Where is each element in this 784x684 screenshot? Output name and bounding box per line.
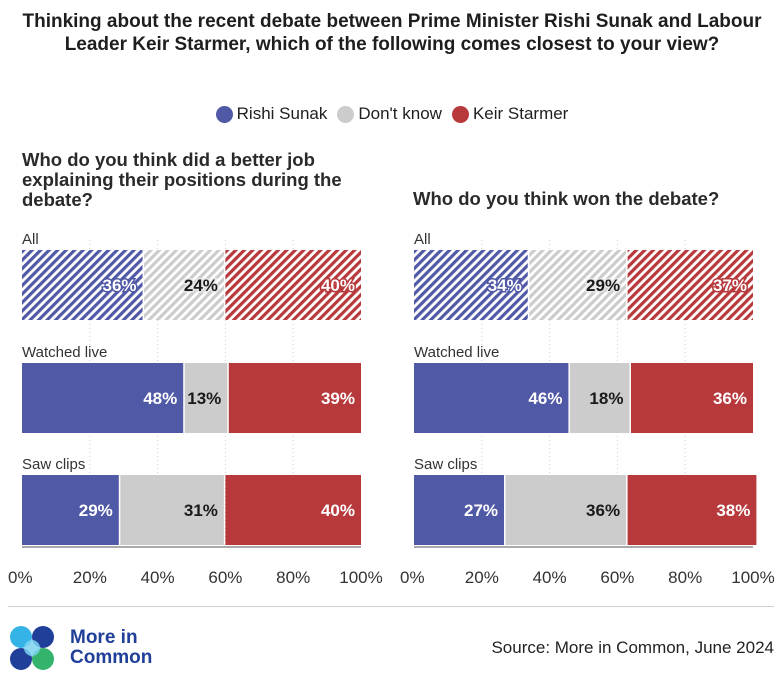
bar-segment-starmer <box>627 250 753 320</box>
bar-segment-dontknow <box>144 250 224 320</box>
x-tick-label: 100% <box>339 568 382 587</box>
logo-mark-icon <box>10 626 54 670</box>
bar-segment-sunak <box>22 475 119 545</box>
panel-left-title: Who do you think did a better job explai… <box>22 149 342 210</box>
legend: Rishi Sunak Don't know Keir Starmer <box>0 104 784 124</box>
data-label-dontknow: 31% <box>184 501 218 520</box>
data-label-sunak: 34% <box>488 276 522 295</box>
data-label-starmer: 38% <box>716 501 750 520</box>
bar-segment-dontknow <box>569 363 630 433</box>
category-label: Saw clips <box>414 456 477 473</box>
bar-segment-dontknow <box>529 250 627 320</box>
legend-item-starmer: Keir Starmer <box>451 104 569 124</box>
legend-label-sunak: Rishi Sunak <box>236 104 328 123</box>
bar-segment-dontknow <box>184 363 228 433</box>
bar-segment-dontknow <box>120 475 224 545</box>
data-label-sunak: 29% <box>79 501 113 520</box>
x-tick-label: 60% <box>600 568 634 587</box>
category-label: Watched live <box>414 344 499 361</box>
logo-text-line2: Common <box>70 647 153 668</box>
data-label-starmer: 36% <box>713 389 747 408</box>
chart-panel-explaining: All 36% 24% 40% Watched live 48% 13% 39% Saw cli… <box>8 231 383 587</box>
legend-swatch-starmer <box>451 105 469 123</box>
category-label: All <box>414 231 431 248</box>
bar-segment-sunak <box>22 363 184 433</box>
more-in-common-logo: More in Common <box>6 622 152 674</box>
legend-label-starmer: Keir Starmer <box>472 104 569 123</box>
x-tick-label: 100% <box>731 568 774 587</box>
data-label-starmer: 40% <box>321 276 355 295</box>
data-label-sunak: 48% <box>143 389 177 408</box>
data-label-dontknow: 18% <box>589 389 623 408</box>
x-tick-label: 0% <box>8 568 33 587</box>
x-tick-label: 60% <box>208 568 242 587</box>
category-label: All <box>22 231 39 248</box>
data-label-dontknow: 24% <box>184 276 218 295</box>
data-label-sunak: 27% <box>464 501 498 520</box>
bar-segment-starmer <box>225 475 361 545</box>
x-tick-label: 40% <box>141 568 175 587</box>
bar-segment-sunak <box>414 250 528 320</box>
chart-panel-won: All 34% 29% 37% Watched live 46% 18% 36% Saw cli… <box>400 231 775 587</box>
bar-segment-starmer <box>225 250 361 320</box>
x-tick-label: 20% <box>73 568 107 587</box>
data-label-starmer: 39% <box>321 389 355 408</box>
x-tick-label: 40% <box>533 568 567 587</box>
data-label-starmer: 40% <box>321 501 355 520</box>
bar-segment-sunak <box>22 250 143 320</box>
data-label-dontknow: 29% <box>586 276 620 295</box>
logo-wordmark: More in Common <box>70 628 152 668</box>
footer-divider <box>8 606 774 607</box>
legend-swatch-sunak <box>215 105 233 123</box>
bar-segment-dontknow <box>505 475 627 545</box>
data-label-sunak: 46% <box>528 389 562 408</box>
legend-item-dontknow: Don't know <box>337 104 442 124</box>
legend-label-dontknow: Don't know <box>358 104 442 123</box>
bar-segment-starmer <box>630 363 753 433</box>
x-tick-label: 80% <box>276 568 310 587</box>
x-tick-label: 0% <box>400 568 425 587</box>
x-tick-label: 80% <box>668 568 702 587</box>
bar-segment-starmer <box>228 363 361 433</box>
legend-swatch-dontknow <box>337 105 355 123</box>
data-label-dontknow: 13% <box>187 389 221 408</box>
legend-item-sunak: Rishi Sunak <box>215 104 328 124</box>
x-tick-label: 20% <box>465 568 499 587</box>
category-label: Saw clips <box>22 456 85 473</box>
data-label-dontknow: 36% <box>586 501 620 520</box>
data-label-sunak: 36% <box>103 276 137 295</box>
logo-text-line1: More in <box>70 627 138 648</box>
panel-right-title: Who do you think won the debate? <box>413 188 720 209</box>
data-label-starmer: 37% <box>713 276 747 295</box>
category-label: Watched live <box>22 344 107 361</box>
bar-segment-sunak <box>414 363 569 433</box>
bar-segment-starmer <box>627 475 757 545</box>
source-note: Source: More in Common, June 2024 <box>491 638 774 657</box>
bar-segment-sunak <box>414 475 505 545</box>
chart-title: Thinking about the recent debate between… <box>22 11 762 55</box>
